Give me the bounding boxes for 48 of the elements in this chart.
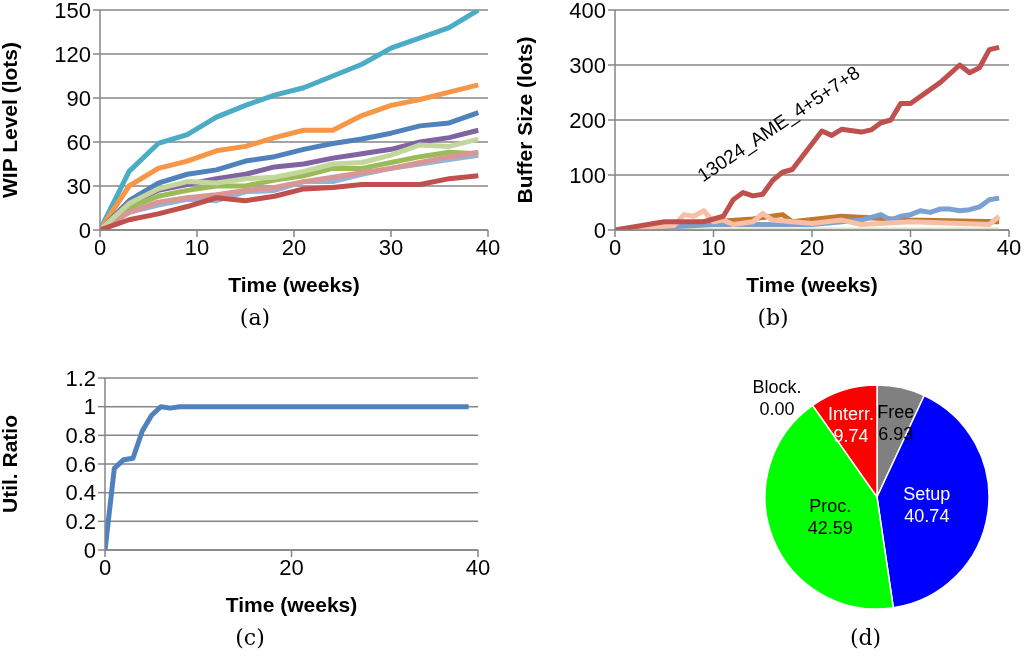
y-tick-label: 90: [66, 85, 91, 111]
x-axis-title: Time (weeks): [746, 273, 878, 296]
x-tick-label: 20: [799, 234, 825, 260]
y-tick-label: 120: [54, 41, 91, 67]
x-axis-title: Time (weeks): [228, 273, 360, 296]
data-label: 40.74: [904, 506, 950, 527]
x-tick-label: 40: [465, 554, 491, 580]
x-tick-label: 30: [378, 234, 404, 260]
x-tick-label: 40: [475, 234, 501, 260]
text: (a): [238, 305, 272, 330]
y-tick-label: 300: [569, 52, 606, 78]
text: (b): [756, 305, 790, 330]
data-label: 9.74: [833, 426, 869, 447]
y-axis-title: Util. Ratio: [0, 415, 22, 513]
y-tick-label: 150: [54, 0, 91, 23]
y-tick-label: 200: [569, 107, 606, 133]
y-tick-label: 0.4: [65, 480, 96, 506]
x-tick-label: 40: [996, 234, 1022, 260]
text: (c): [234, 625, 266, 650]
slice-label: Setup: [903, 484, 951, 505]
slice-label: Interr.: [827, 404, 874, 425]
x-tick-label: 10: [701, 234, 726, 260]
y-tick-label: 0.2: [65, 509, 96, 535]
x-tick-label: 20: [279, 554, 304, 580]
y-axis-title: Buffer Size (lots): [513, 36, 537, 204]
y-tick-label: 0.6: [65, 451, 96, 477]
data-label: 42.59: [807, 517, 853, 538]
y-tick-label: 0: [78, 217, 91, 243]
y-tick-label: 0: [83, 537, 96, 563]
text: 0.00: [759, 399, 795, 420]
slice-label: Proc.: [809, 495, 852, 516]
x-tick-label: 30: [898, 234, 923, 260]
y-tick-label: 60: [66, 129, 91, 155]
y-tick-label: 1.2: [65, 365, 96, 391]
y-tick-label: 400: [569, 0, 606, 23]
y-tick-label: 0: [593, 217, 606, 243]
x-tick-label: 0: [608, 234, 622, 260]
x-axis-title: Time (weeks): [225, 593, 358, 616]
y-axis-title: WIP Level (lots): [0, 42, 22, 198]
x-tick-label: 20: [281, 234, 307, 260]
y-tick-label: 1: [83, 394, 96, 420]
y-tick-label: 0.8: [65, 423, 96, 449]
category-label: Block.: [752, 377, 802, 398]
text: (d): [848, 625, 883, 650]
x-tick-label: 10: [184, 234, 210, 260]
y-tick-label: 100: [569, 162, 606, 188]
y-tick-label: 30: [66, 173, 91, 199]
slice-label: Free: [877, 402, 915, 423]
